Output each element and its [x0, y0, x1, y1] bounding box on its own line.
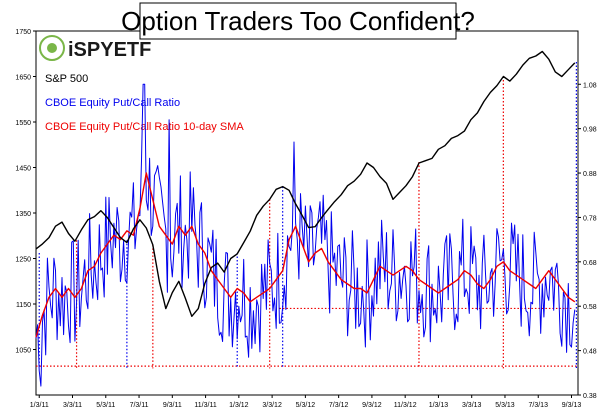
chart-title: Option Traders Too Confident? [121, 6, 475, 36]
x-tick-label: 9/3/11 [163, 402, 182, 409]
x-tick-label: 7/3/11 [130, 402, 149, 409]
x-tick-label: 5/3/12 [296, 402, 316, 409]
x-tick-label: 1/3/11 [30, 402, 49, 409]
logo: iSPYETF [39, 35, 151, 61]
x-tick-label: 5/3/13 [495, 402, 515, 409]
series-put-call-line [35, 83, 576, 387]
y-right-tick-label: 0.38 [583, 393, 597, 400]
y-left-tick-label: 1450 [15, 166, 31, 173]
axes: 1050 1150 1250 1350 1450 1550 1650 1750 0.38 0.48… [15, 29, 596, 409]
y-right-tick-label: 0.78 [583, 215, 597, 222]
logo-text: iSPYETF [68, 39, 151, 61]
y-left-tick-label: 1550 [15, 120, 31, 127]
logo-dot-icon [47, 43, 57, 53]
legend-put-call-sma: CBOE Equity Put/Call Ratio 10-day SMA [45, 121, 244, 133]
x-tick-label: 1/3/13 [429, 402, 449, 409]
y-right-tick-label: 1.08 [583, 82, 597, 89]
logo-mark-icon [39, 35, 65, 61]
x-tick-label: 3/3/13 [462, 402, 482, 409]
x-tick-label: 3/3/11 [63, 402, 82, 409]
x-tick-label: 9/3/12 [362, 402, 382, 409]
legend-put-call: CBOE Equity Put/Call Ratio [45, 97, 180, 109]
x-tick-label: 7/3/13 [529, 402, 549, 409]
title-box [139, 2, 457, 40]
y-left-tick-label: 1050 [15, 348, 31, 355]
series-sp500-line [35, 50, 576, 317]
x-tick-label: 7/3/12 [329, 402, 349, 409]
y-right-tick-label: 0.48 [583, 349, 597, 356]
y-right-tick-label: 0.68 [583, 260, 597, 267]
y-left-tick-label: 1750 [15, 29, 31, 36]
series-put-call-sma-line [35, 172, 576, 338]
x-tick-label: 11/3/12 [394, 402, 417, 409]
y-right-tick-label: 0.88 [583, 171, 597, 178]
x-tick-label: 5/3/11 [96, 402, 115, 409]
x-tick-label: 9/3/13 [562, 402, 582, 409]
y-left-tick-label: 1650 [15, 75, 31, 82]
legend: S&P 500 CBOE Equity Put/Call Ratio CBOE … [45, 73, 244, 133]
y-left-tick-label: 1250 [15, 257, 31, 264]
legend-sp500: S&P 500 [45, 73, 88, 85]
y-right-tick-label: 0.58 [583, 304, 597, 311]
x-tick-label: 3/3/12 [262, 402, 282, 409]
y-right-tick-label: 0.98 [583, 127, 597, 134]
chart-marks [35, 50, 577, 387]
x-tick-label: 11/3/11 [194, 402, 216, 409]
y-left-tick-label: 1350 [15, 211, 31, 218]
x-tick-label: 1/3/12 [229, 402, 249, 409]
y-left-tick-label: 1150 [16, 302, 31, 309]
